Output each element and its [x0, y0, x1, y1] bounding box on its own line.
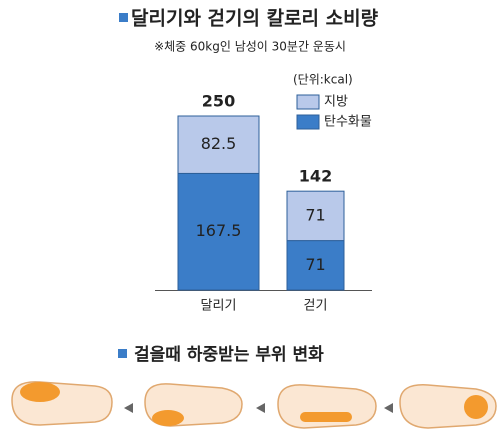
chart-subtitle: ※체중 60kg인 남성이 30분간 운동시 — [154, 40, 346, 54]
value-label: 82.5 — [201, 134, 237, 153]
diagram-icon — [118, 349, 127, 358]
load-areas — [20, 382, 488, 426]
load-area — [20, 382, 60, 402]
title-icon — [119, 13, 128, 22]
x-tick-label: 걷기 — [304, 299, 328, 314]
arrows — [124, 403, 393, 413]
value-label: 71 — [305, 205, 325, 224]
feet — [11, 381, 497, 429]
arrow — [124, 403, 133, 413]
arrow — [384, 403, 393, 413]
total-label: 142 — [299, 167, 332, 186]
legend-label: 지방 — [324, 95, 348, 110]
legend-swatch — [296, 94, 320, 110]
load-area — [152, 410, 184, 426]
legend-swatch — [296, 114, 320, 130]
legend-label: 탄수화물 — [324, 115, 372, 130]
diagram-title: 걸을때 하중받는 부위 변화 — [134, 345, 324, 365]
load-area — [464, 395, 488, 419]
bar-segment — [286, 190, 345, 242]
unit-label: (단위:kcal) — [293, 73, 353, 87]
x-tick-label: 달리기 — [201, 299, 237, 314]
value-label: 167.5 — [196, 221, 242, 240]
bar-segment — [177, 172, 260, 291]
total-label: 250 — [202, 92, 235, 111]
load-area — [300, 412, 352, 422]
bar-segment — [177, 115, 260, 174]
chart-title: 달리기와 걷기의 칼로리 소비량 — [131, 8, 379, 30]
value-label: 71 — [305, 255, 325, 274]
arrow — [256, 403, 265, 413]
